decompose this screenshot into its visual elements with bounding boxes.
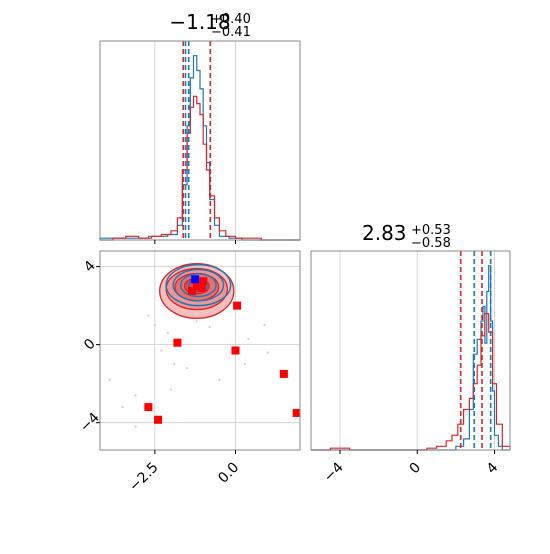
sample-dot-13	[218, 378, 221, 381]
hist-y-tick-label-1: 0	[406, 460, 424, 478]
red-square-marker-4	[233, 301, 242, 310]
sample-dot-7	[169, 388, 173, 391]
hist-y-tick-label-0: −4	[321, 459, 347, 485]
hist-y-frame	[310, 250, 511, 451]
red-square-marker-9	[154, 415, 163, 424]
title-x-plus: +0.40	[211, 12, 251, 27]
red-square-marker-10	[292, 408, 300, 417]
sample-dot-8	[185, 366, 189, 370]
title-y-minus: −0.58	[411, 236, 451, 251]
title-y-value: 2.83	[362, 221, 407, 245]
scatter-x-tick-label-1: 0.0	[215, 460, 242, 487]
scatter-clip-group	[100, 251, 300, 450]
sample-dot-12	[266, 351, 269, 354]
red-square-marker-5	[173, 338, 182, 347]
histogram-panel-x	[99, 40, 301, 244]
sample-dot-3	[173, 363, 176, 366]
red-square-marker-1	[197, 284, 206, 293]
title-x-value: −1.18	[169, 10, 230, 34]
scatter-frame	[99, 250, 301, 451]
sample-dot-17	[244, 363, 247, 366]
hist-x-histogram-series-0	[99, 55, 300, 241]
sample-dot-2	[160, 349, 163, 352]
sample-dot-6	[134, 425, 137, 428]
sample-dot-9	[208, 325, 211, 329]
scatter-y-tick-label-0: −4	[77, 410, 103, 436]
scatter-y-tick-label-1: 0	[81, 336, 99, 354]
red-square-marker-6	[231, 346, 240, 355]
blue-square-marker-0	[191, 275, 200, 284]
blue-contour-2	[179, 273, 217, 298]
title-x-minus: −0.41	[211, 25, 251, 40]
sample-dot-15	[108, 378, 111, 381]
hist-y-histogram-series-1	[311, 313, 511, 451]
red-square-marker-3	[187, 286, 196, 295]
red-square-marker-2	[199, 277, 208, 286]
hist-x-frame	[99, 40, 301, 241]
sample-dot-14	[147, 314, 150, 317]
hist-y-histogram-series-0	[311, 265, 510, 451]
blue-contour-0	[165, 263, 232, 307]
histogram-panel-y: −4 0 4	[310, 250, 511, 485]
sample-dot-4	[134, 394, 137, 397]
sample-dot-1	[166, 331, 169, 335]
red-square-marker-0	[192, 282, 201, 291]
hist-y-tick-label-2: 4	[484, 459, 502, 477]
sample-dot-10	[247, 337, 250, 340]
sample-dot-16	[195, 320, 198, 323]
title-y-plus: +0.53	[411, 223, 451, 238]
sample-dot-0	[153, 324, 156, 327]
scatter-x-tick-label-0: −2.5	[126, 460, 161, 495]
red-square-marker-8	[144, 403, 153, 412]
hist-x-histogram-series-1	[100, 95, 300, 241]
panel-title-x: −1.18	[169, 10, 230, 34]
sample-dot-11	[263, 324, 266, 327]
scatter-y-tick-label-2: 4	[81, 258, 99, 276]
blue-contour-1	[172, 268, 225, 302]
sample-dot-5	[121, 405, 124, 409]
red-square-marker-7	[279, 369, 288, 378]
scatter-contour-panel: −2.5 0.0 −4 0 4	[77, 250, 301, 495]
